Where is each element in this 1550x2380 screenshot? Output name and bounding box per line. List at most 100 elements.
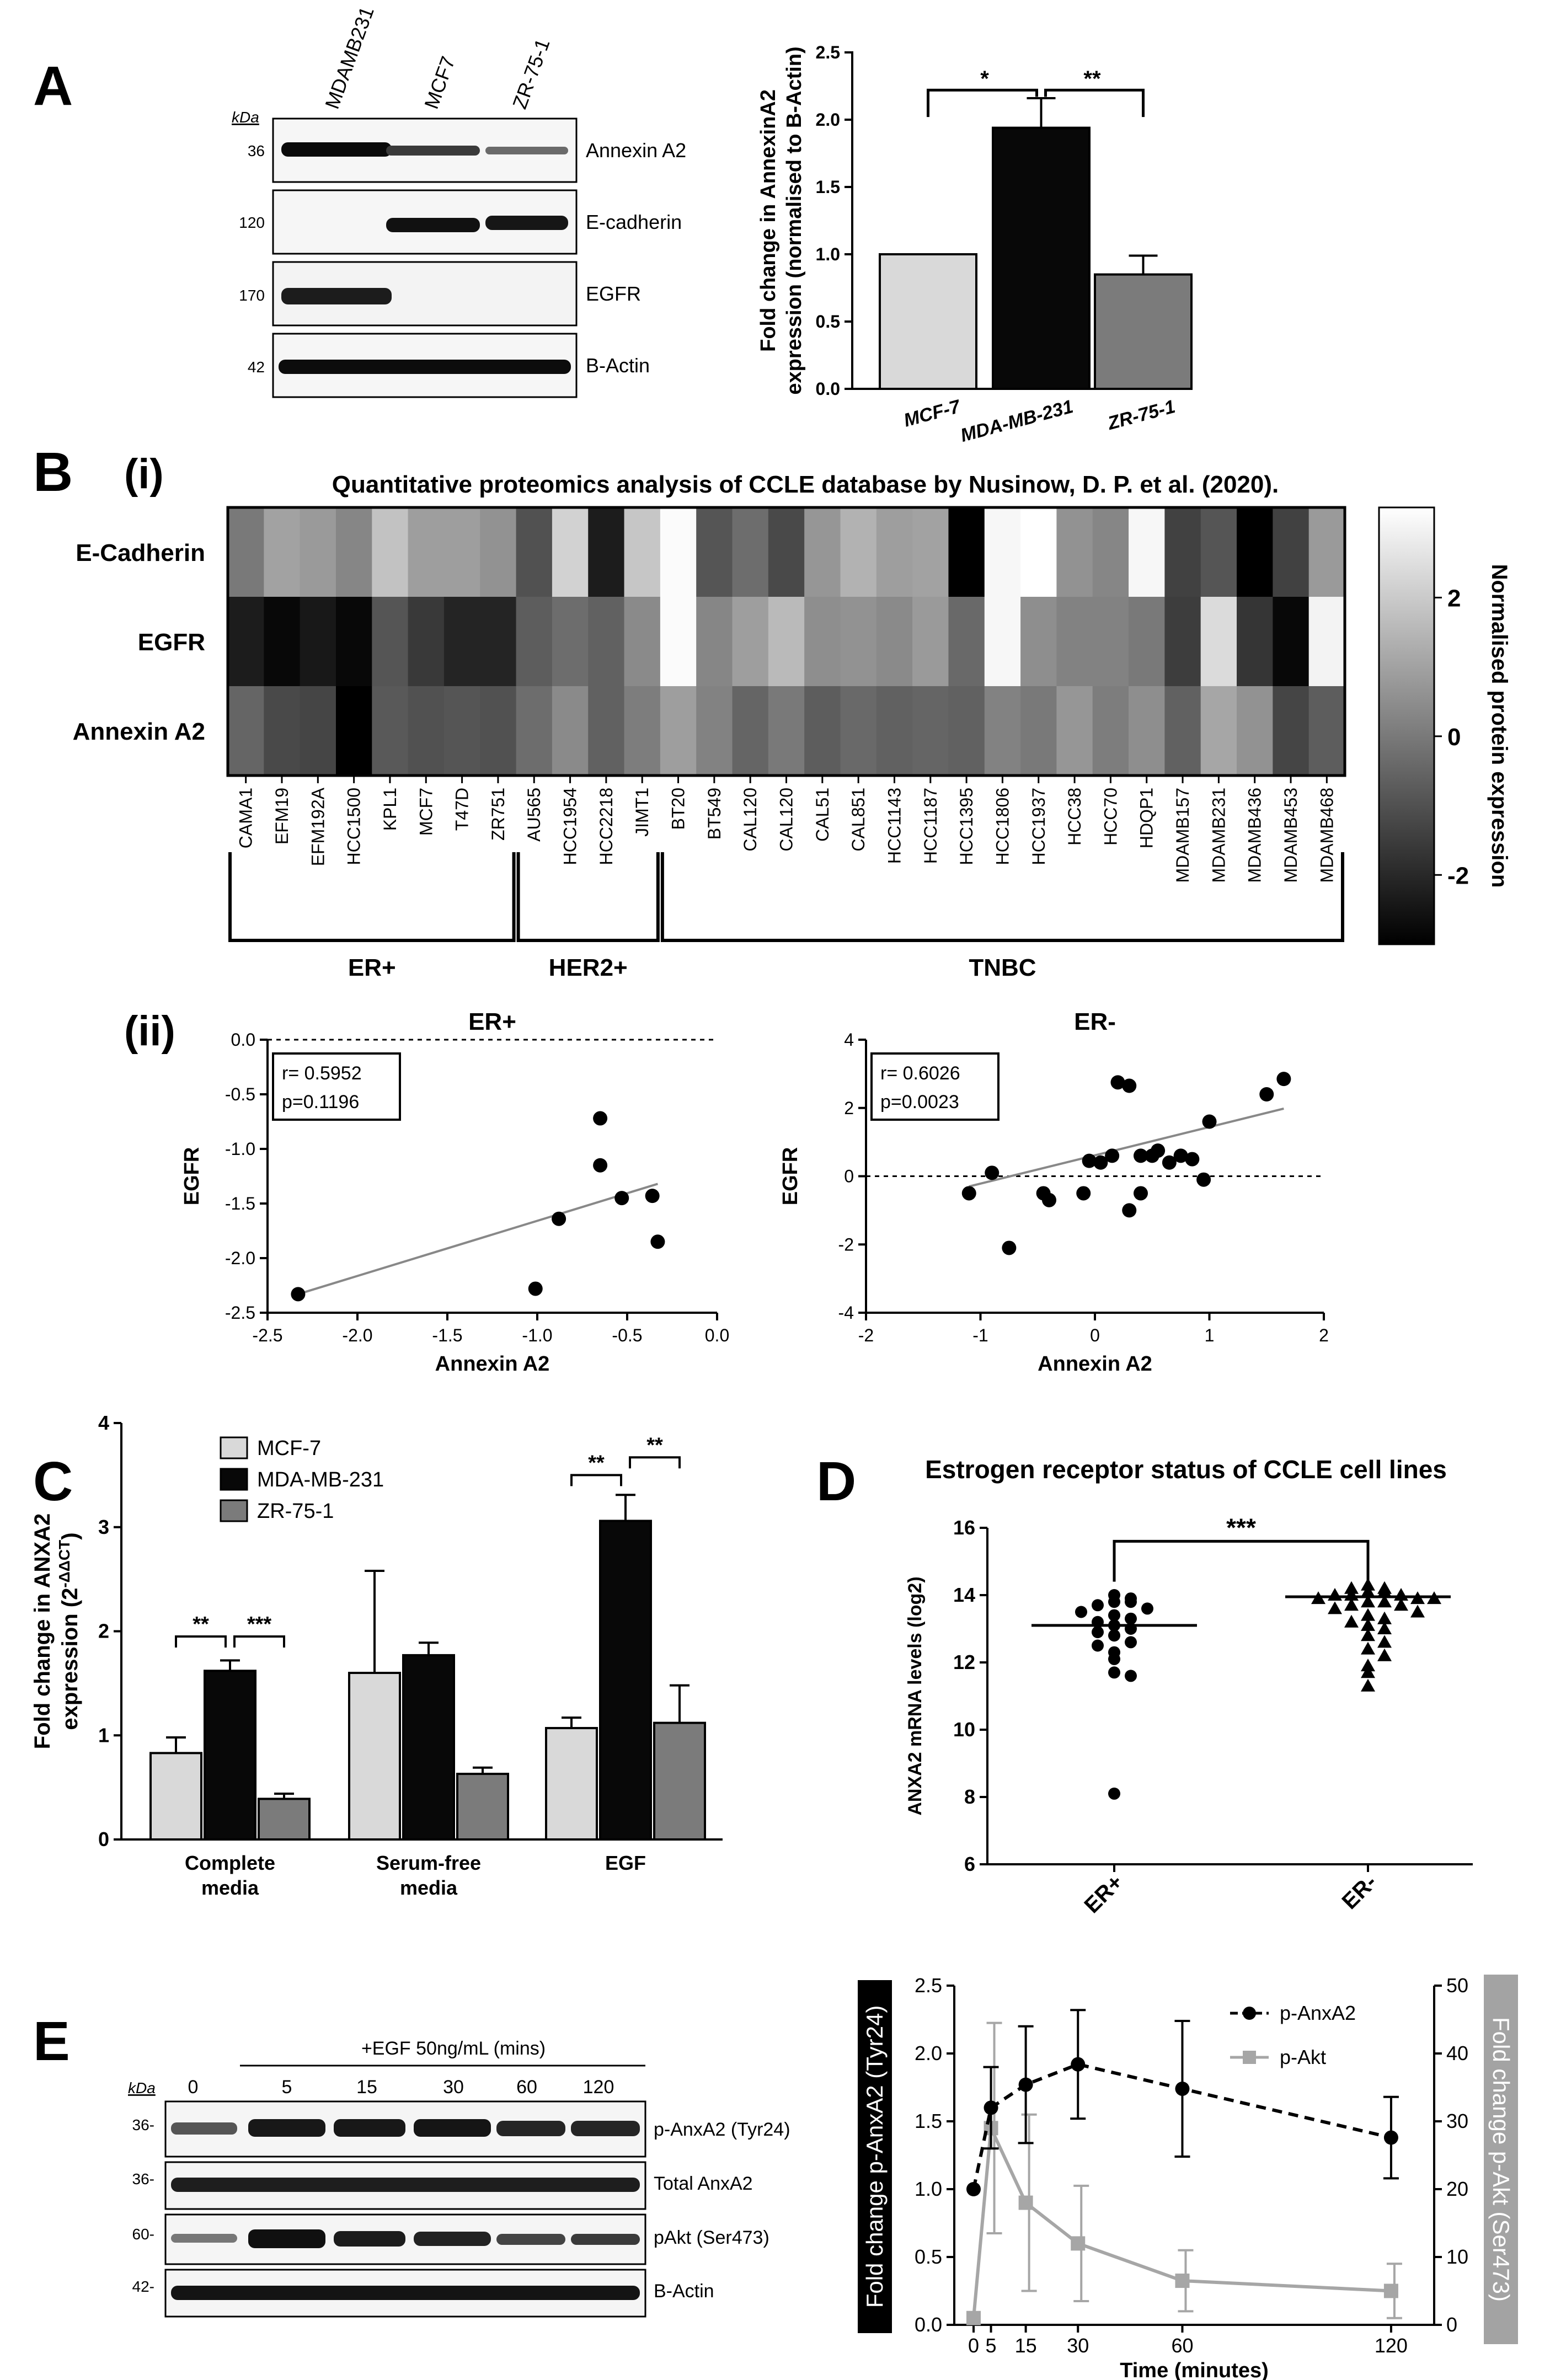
col-label: CAL51 [813,788,832,842]
tick-label: 6 [964,1853,975,1875]
plot-title: ER- [1074,1008,1116,1035]
blot-e-band [171,2286,640,2300]
data-point [593,1158,608,1173]
data-point [1162,1155,1177,1170]
blot-e-band [496,2121,565,2136]
heatmap-cell [516,686,553,776]
col-label: HCC1806 [992,788,1012,865]
bar [456,1773,509,1841]
row-label: Annexin A2 [73,718,205,745]
blot-a-mw: 120 [239,214,265,231]
data-point [1122,1078,1137,1093]
heatmap-cell [696,686,733,776]
panel-label-c: C [33,1451,73,1512]
heatmap-cell [335,597,372,687]
col-label: BT20 [669,788,688,830]
blot-e-lane-label: 60 [516,2077,537,2098]
tick-label: 40 [1446,2042,1468,2065]
colorbar-label: Normalised protein expression [1487,564,1511,888]
bar [653,1721,706,1841]
col-label: MDAMB231 [1209,788,1228,883]
heatmap-cell [1273,686,1310,776]
legend-marker [1243,2051,1256,2064]
group-label: Serum-free [376,1852,481,1874]
tick-label: 1.0 [915,2178,942,2200]
stats-r: r= 0.5952 [282,1063,362,1084]
heatmap-cell [1200,686,1237,776]
data-point [1105,1148,1120,1163]
col-label: HCC38 [1065,788,1084,846]
blot-a-kda-unit: kDa [232,109,259,126]
col-label: KPL1 [380,788,400,831]
data-point [1361,1584,1375,1597]
data-point [1196,1172,1211,1187]
data-point [1075,1606,1087,1618]
col-label: BT549 [704,788,724,839]
heatmap-cell [552,686,589,776]
data-point-panxa2 [1383,2130,1398,2145]
heatmap-cell [264,507,301,597]
chart-title: Estrogen receptor status of CCLE cell li… [925,1455,1447,1484]
regression-line [969,1108,1284,1188]
data-point [1141,1602,1153,1615]
data-point [1361,1618,1375,1631]
heatmap-cell [948,507,985,597]
data-point [1108,1609,1120,1622]
x-axis-label: Annexin A2 [1038,1352,1152,1376]
y-axis-label: EGFR [779,1147,802,1206]
tick-label: 0 [968,2334,979,2357]
blot-e-band [248,2119,325,2137]
legend-swatch [220,1499,248,1522]
tick-label: 120 [1375,2334,1408,2357]
panel-label-bii: (ii) [124,1008,175,1055]
blot-e-lane-label: 120 [583,2077,614,2098]
col-label: HCC1500 [344,788,364,865]
col-label: AU565 [524,788,544,842]
bar [204,1670,256,1841]
col-label: HCC1954 [560,788,580,865]
heatmap-cell [660,597,697,687]
bar [879,253,977,390]
group-bracket [516,852,660,942]
data-point-pakt [1175,2274,1190,2288]
blot-e-lane-label: 5 [282,2077,292,2098]
heatmap-cell [408,597,445,687]
data-point [1108,1787,1120,1800]
heatmap-cell [732,597,769,687]
tick-label: 0.0 [915,2313,942,2336]
data-point [1082,1153,1097,1168]
heatmap-cell [1237,597,1273,687]
data-point [1276,1072,1291,1087]
row-label: E-Cadherin [76,539,205,566]
y-axis-label: expression (normalised to B-Actin) [783,46,806,394]
x-axis-label: Time (minutes) [1120,2359,1269,2380]
blot-e-treatment-label: +EGF 50ng/mL (mins) [361,2038,546,2059]
heatmap-cell [1200,597,1237,687]
data-point [291,1287,306,1302]
sig-bracket [570,1474,622,1486]
stats-r: r= 0.6026 [880,1063,960,1084]
tick-label: 50 [1446,1974,1468,1997]
y-axis-label: Fold change in ANXA2 [30,1513,55,1749]
legend-label: ZR-75-1 [257,1500,334,1523]
col-label: EFM192A [308,787,328,866]
data-point [961,1186,976,1201]
heatmap-cell [335,507,372,597]
data-point [1125,1612,1137,1625]
panel-label-e: E [33,2010,70,2072]
heatmap-cell [1129,597,1165,687]
heatmap-cell [984,597,1021,687]
panel-label-a: A [33,55,73,117]
data-point [1328,1588,1342,1601]
heatmap-cell [1020,686,1057,776]
col-label: T47D [452,788,472,831]
tick-label: -2.5 [252,1325,282,1345]
heatmap-cell [876,686,913,776]
tick-label: 0 [1446,2313,1457,2336]
data-point [1151,1143,1166,1158]
heatmap-cell [372,507,409,597]
data-point [1361,1641,1375,1655]
heatmap-cell [804,507,841,597]
